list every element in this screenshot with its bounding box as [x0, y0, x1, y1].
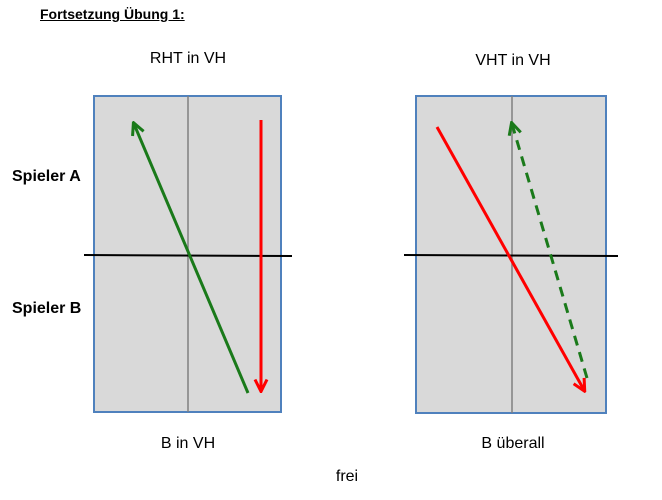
red-arrow	[435, 126, 584, 390]
left-court-caption: B in VH	[160, 435, 216, 452]
left-court	[83, 95, 293, 413]
page-heading: Fortsetzung Übung 1:	[40, 6, 185, 22]
left-net-line	[83, 254, 293, 257]
player-a-label: Spieler A	[12, 168, 81, 185]
player-b-label: Spieler B	[12, 300, 82, 317]
left-court-title: RHT in VH	[149, 50, 227, 67]
footer-label: frei	[335, 468, 359, 485]
green-arrow	[134, 124, 250, 394]
right-court-caption: B überall	[481, 435, 545, 452]
right-net-line	[403, 254, 619, 257]
right-court	[403, 95, 619, 414]
right-court-title: VHT in VH	[475, 52, 551, 69]
